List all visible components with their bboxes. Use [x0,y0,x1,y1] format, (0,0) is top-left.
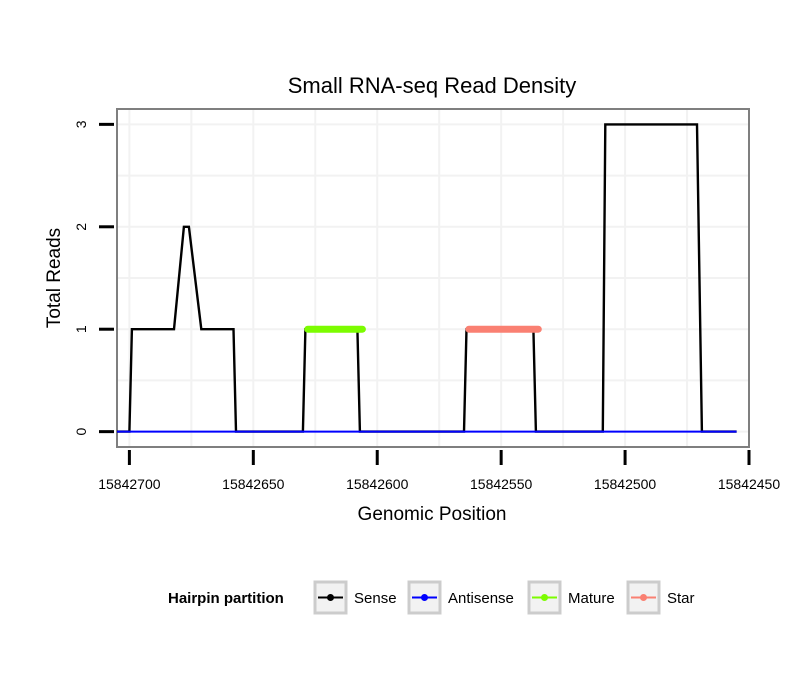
legend-label: Mature [568,590,615,607]
y-axis: 0 1 2 3 [73,120,114,436]
x-axis: 15842700 15842650 15842600 15842550 15842500… [98,450,780,492]
legend-item-sense: Sense [313,580,397,615]
legend-key-point [327,594,334,601]
x-axis-label: Genomic Position [358,504,507,525]
y-tick-label: 3 [73,120,89,128]
x-tick-label: 15842450 [718,476,781,492]
y-tick-label: 0 [73,428,89,436]
y-axis-label: Total Reads [44,228,65,328]
legend: Hairpin partition Sense Antisense Mature St… [168,580,695,615]
legend-item-mature: Mature [527,580,615,615]
chart-title: Small RNA-seq Read Density [288,73,577,98]
x-tick-label: 15842550 [470,476,533,492]
legend-key-point [421,594,428,601]
legend-key-point [541,594,548,601]
legend-item-star: Star [626,580,695,615]
y-tick-label: 1 [73,325,89,333]
x-tick-label: 15842600 [346,476,409,492]
legend-label: Antisense [448,590,514,607]
legend-label: Star [667,590,695,607]
legend-item-antisense: Antisense [407,580,514,615]
x-tick-label: 15842500 [594,476,657,492]
series-layer [117,123,737,433]
y-tick-label: 2 [73,223,89,231]
legend-label: Sense [354,590,397,607]
legend-title: Hairpin partition [168,590,284,607]
legend-key-point [640,594,647,601]
x-tick-label: 15842700 [98,476,161,492]
x-tick-label: 15842650 [222,476,285,492]
